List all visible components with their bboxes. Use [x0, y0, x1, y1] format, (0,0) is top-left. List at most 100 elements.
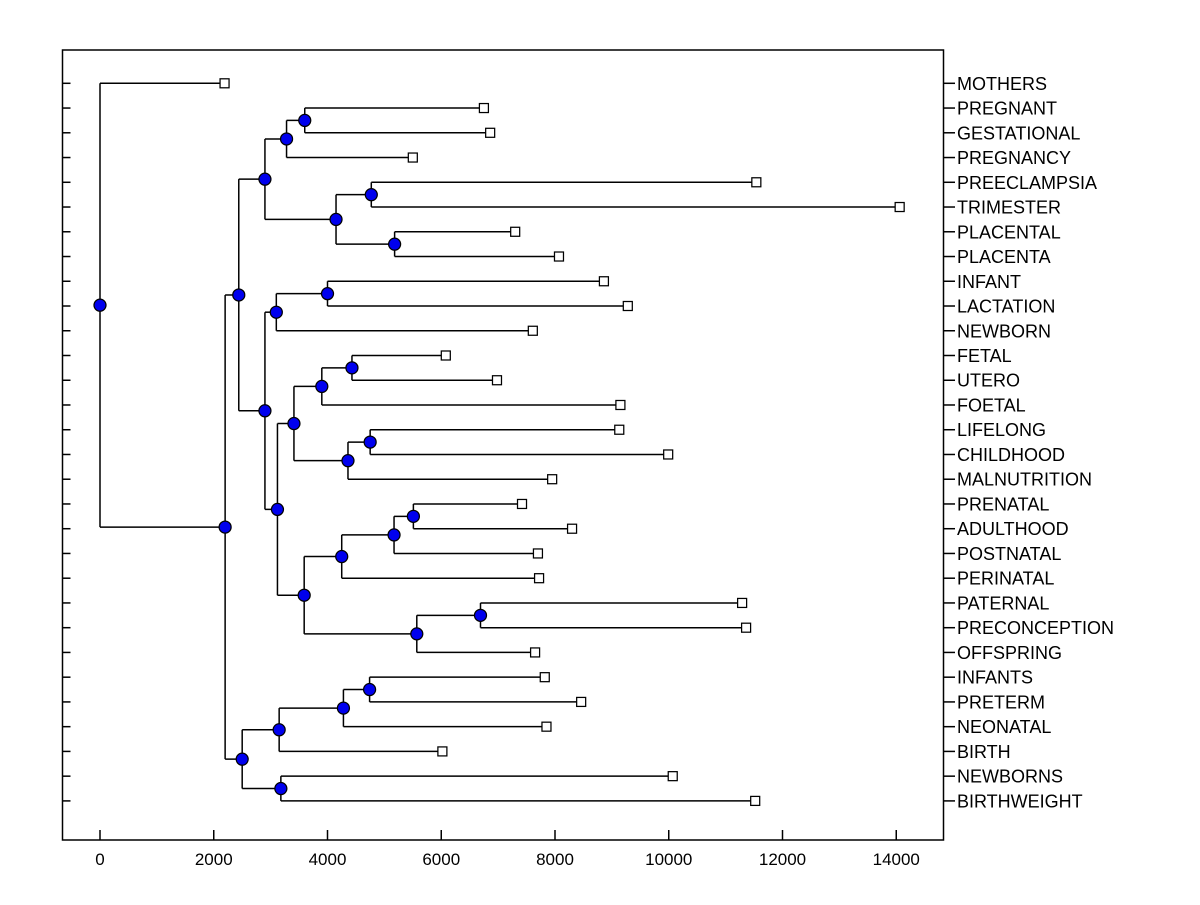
cluster-node-marker: [473, 608, 488, 622]
plot-frame: [61, 49, 945, 841]
leaf-marker: [663, 449, 674, 460]
leaf-label-prenatal: PRENATAL: [957, 494, 1049, 514]
cluster-node-marker: [362, 682, 377, 697]
x-axis-tick-labels: 0 2000 4000 6000 8000 10000 12000 14000: [95, 850, 920, 869]
leaf-label-foetal: FOETAL: [957, 395, 1026, 415]
leaf-label-adulthood: ADULTHOOD: [957, 519, 1069, 539]
cluster-node-marker: [410, 627, 424, 641]
leaf-marker: [547, 474, 558, 485]
leaf-marker: [614, 424, 625, 435]
leaf-marker: [566, 523, 578, 534]
leaf-marker: [615, 399, 626, 411]
x-tick-label: 12000: [759, 850, 806, 869]
cluster-node-marker: [364, 188, 378, 202]
cluster-node-marker: [272, 723, 286, 737]
cluster-node-marker: [336, 701, 351, 715]
leaf-marker: [667, 771, 678, 782]
leaf-marker: [740, 622, 752, 633]
cluster-node-marker: [387, 237, 402, 251]
leaf-marker: [219, 78, 230, 89]
leaf-marker: [516, 498, 528, 510]
cluster-node-marker: [279, 132, 294, 146]
x-tick-label: 14000: [873, 850, 920, 869]
leaf-labels: MOTHERS PREGNANT GESTATIONAL PREGNANCY PREEC…: [957, 74, 1114, 812]
leaf-label-infants: INFANTS: [957, 668, 1033, 688]
leaf-marker: [736, 597, 748, 609]
leaf-label-postnatal: POSTNATAL: [957, 544, 1061, 564]
leaf-label-infant: INFANT: [957, 272, 1021, 292]
leaf-label-childhood: CHILDHOOD: [957, 445, 1065, 465]
leaf-label-offspring: OFFSPRING: [957, 643, 1062, 663]
cluster-node-marker: [406, 509, 421, 523]
cluster-node-marker: [315, 379, 329, 394]
leaf-label-newborns: NEWBORNS: [957, 767, 1063, 787]
leaf-label-paternal: PATERNAL: [957, 593, 1049, 613]
leaf-label-placenta: PLACENTA: [957, 247, 1051, 267]
x-tick-label: 0: [95, 850, 104, 869]
cluster-node-marker: [93, 298, 107, 312]
leaf-marker: [491, 375, 503, 386]
leaf-label-perinatal: PERINATAL: [957, 569, 1054, 589]
x-tick-label: 10000: [645, 850, 692, 869]
leaf-marker: [440, 350, 451, 361]
leaf-label-lactation: LACTATION: [957, 297, 1055, 317]
leaf-label-preconception: PRECONCEPTION: [957, 618, 1114, 638]
leaf-label-trimester: TRIMESTER: [957, 198, 1061, 218]
cluster-node-marker: [274, 781, 288, 796]
leaf-label-preeclampsia: PREECLAMPSIA: [957, 173, 1097, 193]
leaf-marker: [532, 548, 544, 559]
leaf-label-birthweight: BIRTHWEIGHT: [957, 791, 1083, 811]
leaf-label-pregnancy: PREGNANCY: [957, 148, 1071, 168]
cluster-node-marker: [232, 288, 246, 302]
cluster-node-marker: [341, 454, 355, 468]
leaf-marker: [541, 721, 552, 732]
x-tick-label: 2000: [195, 850, 233, 869]
cluster-node-marker: [258, 172, 272, 186]
leaf-marker: [437, 746, 448, 757]
leaf-marker: [539, 672, 550, 683]
leaf-label-neonatal: NEONATAL: [957, 717, 1051, 737]
cluster-node-marker: [345, 361, 359, 375]
cluster-node-marker: [363, 435, 377, 449]
axis-ticks: [62, 82, 955, 840]
leaf-label-birth: BIRTH: [957, 742, 1011, 762]
leaf-label-preterm: PRETERM: [957, 692, 1045, 712]
cluster-node-marker: [235, 752, 249, 766]
plot-box: [61, 49, 945, 841]
leaf-marker: [510, 226, 521, 237]
leaf-label-malnutrition: MALNUTRITION: [957, 470, 1092, 490]
cluster-node-marker: [320, 287, 335, 301]
leaf-label-mothers: MOTHERS: [957, 74, 1047, 94]
cluster-node-marker: [270, 502, 285, 517]
cluster-node-marker: [387, 528, 401, 542]
leaf-marker: [533, 573, 545, 584]
cluster-node-marker: [297, 588, 311, 602]
leaf-label-placental: PLACENTAL: [957, 222, 1061, 242]
cluster-node-marker: [287, 416, 301, 431]
leaf-marker: [894, 201, 905, 213]
leaf-label-fetal: FETAL: [957, 346, 1012, 366]
dendrogram-branches: [99, 82, 900, 802]
leaf-marker: [407, 152, 418, 163]
leaf-label-utero: UTERO: [957, 371, 1020, 391]
leaf-marker: [485, 127, 496, 138]
leaf-label-newborn: NEWBORN: [957, 321, 1051, 341]
leaf-marker: [751, 177, 762, 188]
leaf-label-lifelong: LIFELONG: [957, 420, 1046, 440]
cluster-node-marker: [218, 520, 232, 534]
x-tick-label: 6000: [422, 850, 460, 869]
leaf-label-pregnant: PREGNANT: [957, 99, 1057, 119]
cluster-node-marker: [258, 404, 272, 418]
leaf-marker: [576, 696, 587, 708]
cluster-node-marker: [269, 305, 283, 319]
leaf-marker: [527, 325, 538, 336]
leaf-marker: [478, 102, 490, 114]
leaf-marker: [598, 276, 610, 287]
cluster-node-marker: [329, 212, 343, 227]
leaf-marker: [750, 795, 761, 807]
leaf-marker: [529, 647, 541, 658]
leaf-label-gestational: GESTATIONAL: [957, 123, 1080, 143]
x-tick-label: 8000: [536, 850, 574, 869]
